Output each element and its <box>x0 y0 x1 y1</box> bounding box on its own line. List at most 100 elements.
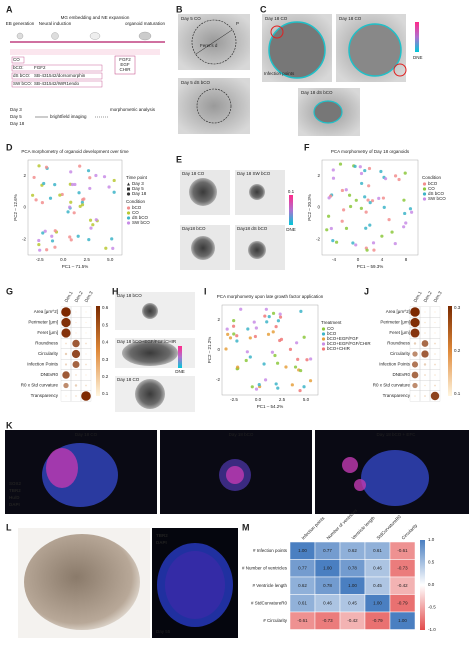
dot <box>85 311 87 313</box>
dot <box>61 317 71 328</box>
dot <box>424 311 426 313</box>
dot <box>421 340 429 347</box>
label: # StdCurvatureR0 <box>251 600 288 605</box>
point <box>402 198 406 202</box>
point <box>403 211 407 216</box>
point <box>305 358 309 362</box>
panel-letter: F <box>304 142 310 152</box>
dot <box>64 352 68 356</box>
dot <box>434 363 436 366</box>
point <box>364 226 368 230</box>
dot <box>65 342 67 345</box>
point <box>360 181 364 186</box>
dot <box>411 361 419 368</box>
dot <box>72 360 80 369</box>
legend-marker <box>321 327 326 331</box>
label: 0.78 <box>348 565 357 570</box>
point <box>37 238 41 243</box>
label: Area [μm^2] <box>386 309 410 314</box>
label: CO <box>428 186 435 191</box>
dot <box>424 374 426 376</box>
point <box>250 385 254 389</box>
panel-letter: C <box>260 4 267 14</box>
legend-marker <box>126 221 131 225</box>
label: Roundness <box>387 341 411 346</box>
legend-marker <box>126 192 131 196</box>
label: Condition <box>422 175 442 180</box>
label: Day 18 SW bCO <box>237 171 271 176</box>
point <box>370 199 375 203</box>
point <box>334 240 339 244</box>
point <box>88 218 93 222</box>
point <box>364 210 368 214</box>
label: EGF <box>120 62 130 67</box>
dot <box>434 374 436 376</box>
label: Dim.3 <box>433 290 443 303</box>
label: -2 <box>22 236 26 241</box>
point <box>276 319 281 323</box>
label: 0.0 <box>60 257 67 262</box>
label: -2 <box>216 377 220 382</box>
legend-marker <box>321 347 326 351</box>
label: SW bCO <box>428 196 446 201</box>
label: 1.00 <box>348 583 357 588</box>
label: Day 18 CO <box>117 377 140 382</box>
point <box>86 169 91 173</box>
point <box>53 229 57 233</box>
legend-marker <box>321 337 326 341</box>
point <box>78 204 82 208</box>
point <box>94 173 98 178</box>
point <box>232 332 236 336</box>
label: 0.1 <box>454 391 461 396</box>
condition-box <box>11 64 103 72</box>
label: bCO+EGF/FGF <box>327 336 359 341</box>
label: DNEvR0 <box>392 372 410 377</box>
point <box>263 314 267 318</box>
point <box>387 218 391 222</box>
label: 1.00 <box>298 548 307 553</box>
label: Dim.1 <box>413 290 423 303</box>
label: PC2 – 20.3% <box>307 194 312 221</box>
point <box>331 239 335 243</box>
label: FGF2 <box>34 65 46 70</box>
point <box>236 365 240 369</box>
point <box>248 355 252 359</box>
dot <box>412 351 418 357</box>
point <box>253 334 257 339</box>
point <box>372 248 376 252</box>
point <box>112 178 116 183</box>
point <box>408 207 413 211</box>
dot <box>85 353 87 355</box>
label: 0.1 <box>288 189 295 194</box>
point <box>226 332 230 337</box>
point <box>76 234 80 238</box>
dot <box>85 321 87 324</box>
point <box>66 210 70 214</box>
label: 1.0 <box>428 537 435 542</box>
label: DNE <box>286 227 296 232</box>
label: 5.0 <box>107 257 114 262</box>
label: 0.1 <box>102 391 109 396</box>
panel-letter: A <box>6 4 13 14</box>
point <box>50 234 54 238</box>
label: Perimeter [μm] <box>28 320 58 325</box>
point <box>37 164 41 168</box>
point <box>383 177 388 181</box>
label: 0 <box>23 205 26 210</box>
label: 2 <box>317 173 320 178</box>
point <box>254 387 259 391</box>
label: -2 <box>316 236 320 241</box>
dot <box>423 363 427 366</box>
label: Day18 dS bCO <box>237 226 268 231</box>
point <box>88 186 92 191</box>
label: Roundness <box>35 341 59 346</box>
point <box>69 200 73 204</box>
point <box>279 337 284 341</box>
label: Infection points <box>264 71 295 76</box>
dot <box>412 382 418 389</box>
label: 0.46 <box>373 565 382 570</box>
label: StdCurvatureR0 <box>376 514 403 541</box>
dot <box>81 391 91 401</box>
label: 0 <box>317 205 320 210</box>
point <box>365 248 369 252</box>
